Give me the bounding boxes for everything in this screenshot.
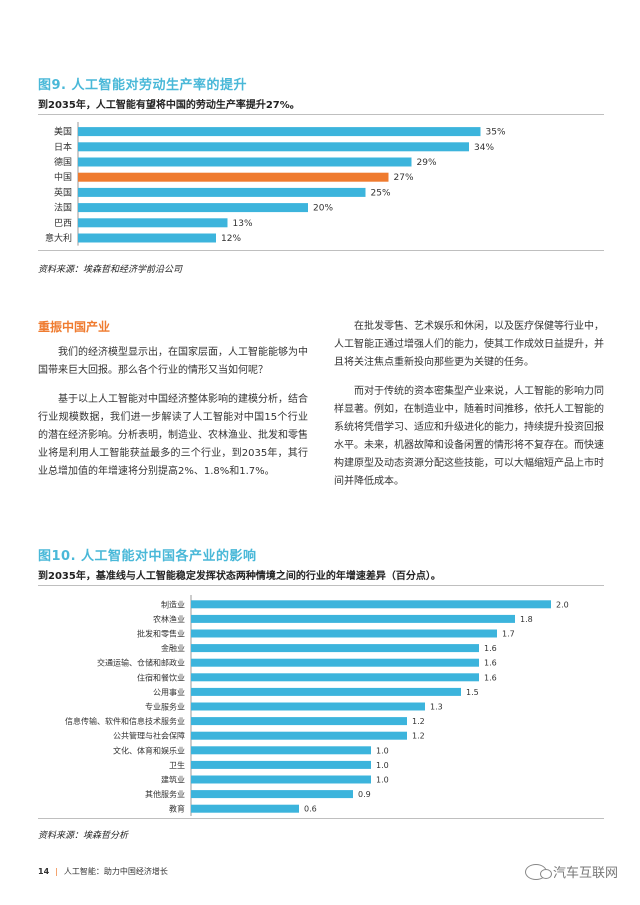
value-label: 27% bbox=[394, 173, 414, 183]
bar bbox=[78, 157, 412, 167]
bar bbox=[78, 187, 366, 197]
page-footer: 14 | 人工智能：助力中国经济增长 bbox=[38, 866, 168, 877]
category-label: 批发和零售业 bbox=[137, 629, 185, 639]
value-label: 1.2 bbox=[412, 732, 425, 741]
bar bbox=[78, 203, 308, 213]
figure10-source: 资料来源：埃森哲分析 bbox=[38, 831, 129, 841]
paragraph: 而对于传统的资本密集型产业来说，人工智能的影响力同样显著。例如，在制造业中，随着… bbox=[334, 386, 604, 487]
value-label: 35% bbox=[486, 128, 506, 138]
bar bbox=[191, 746, 371, 755]
value-label: 1.6 bbox=[484, 659, 497, 668]
category-label: 其他服务业 bbox=[145, 789, 185, 799]
category-label: 制造业 bbox=[161, 599, 185, 609]
category-label: 住宿和餐饮业 bbox=[137, 672, 185, 682]
value-label: 2.0 bbox=[556, 600, 569, 609]
category-label: 英国 bbox=[54, 186, 72, 198]
value-label: 0.9 bbox=[358, 790, 371, 799]
value-label: 1.5 bbox=[466, 688, 479, 697]
figure9-bar-chart: 美国 35% 日本 34% 德国 29% 中国 27% 英国 25% 法国 20% 巴西 13% 意大利 12… bbox=[45, 122, 506, 246]
category-label: 交通运输、仓储和邮政业 bbox=[97, 658, 185, 668]
value-label: 12% bbox=[221, 234, 241, 244]
category-label: 中国 bbox=[54, 171, 72, 183]
category-label: 公共管理与社会保障 bbox=[113, 731, 185, 741]
bar bbox=[191, 760, 371, 769]
bar bbox=[191, 600, 551, 609]
bar bbox=[78, 142, 469, 152]
category-label: 教育 bbox=[169, 804, 185, 814]
value-label: 1.2 bbox=[412, 717, 425, 726]
footer-text: 人工智能：助力中国经济增长 bbox=[63, 867, 168, 876]
bar bbox=[191, 775, 371, 784]
value-label: 1.7 bbox=[502, 630, 515, 639]
bar bbox=[191, 717, 407, 726]
value-label: 20% bbox=[313, 204, 333, 214]
footer-separator: | bbox=[55, 867, 58, 876]
value-label: 1.0 bbox=[376, 746, 389, 755]
figure10-title: 图10. 人工智能对中国各产业的影响 bbox=[38, 549, 257, 564]
bar bbox=[191, 644, 479, 653]
figure10-bar-chart: 制造业 2.0 农林渔业 1.8 批发和零售业 1.7 金融业 1.6 交通运输、仓储和邮政业 1… bbox=[65, 595, 569, 816]
watermark: 汽车互联网 bbox=[524, 862, 618, 881]
bar bbox=[78, 218, 228, 228]
value-label: 1.0 bbox=[376, 776, 389, 785]
value-label: 25% bbox=[371, 188, 391, 198]
bar bbox=[191, 687, 461, 696]
value-label: 1.6 bbox=[484, 644, 497, 653]
bar bbox=[78, 127, 481, 137]
category-label: 德国 bbox=[54, 156, 72, 168]
right-column: 在批发零售、艺术娱乐和休闲，以及医疗保健等行业中，人工智能正通过增强人们的能力，… bbox=[334, 318, 604, 502]
figure9-title: 图9. 人工智能对劳动生产率的提升 bbox=[38, 78, 248, 93]
figure9-subtitle: 到2035年，人工智能有望将中国的劳动生产率提升27%。 bbox=[38, 100, 300, 111]
bar bbox=[78, 233, 216, 243]
value-label: 1.8 bbox=[520, 615, 533, 624]
bar bbox=[191, 804, 299, 813]
left-column: 我们的经济模型显示出，在国家层面，人工智能能够为中国带来巨大回报。那么各个行业的… bbox=[38, 344, 308, 492]
paragraph: 在批发零售、艺术娱乐和休闲，以及医疗保健等行业中，人工智能正通过增强人们的能力，… bbox=[334, 321, 604, 368]
figure9-top-rule bbox=[38, 114, 604, 115]
figure10-bottom-rule bbox=[38, 818, 604, 819]
bar bbox=[78, 172, 389, 182]
category-label: 巴西 bbox=[54, 218, 72, 229]
section-title: 重振中国产业 bbox=[38, 320, 111, 334]
paragraph: 基于以上人工智能对中国经济整体影响的建模分析，结合行业规模数据，我们进一步解读了… bbox=[38, 394, 308, 477]
category-label: 农林渔业 bbox=[153, 614, 185, 624]
value-label: 1.3 bbox=[430, 703, 443, 712]
figure9-source: 资料来源：埃森哲和经济学前沿公司 bbox=[38, 265, 183, 275]
category-label: 文化、体育和娱乐业 bbox=[113, 745, 185, 755]
bar bbox=[191, 658, 479, 667]
category-label: 美国 bbox=[54, 126, 72, 138]
value-label: 29% bbox=[417, 158, 437, 168]
bar bbox=[191, 702, 425, 711]
page-number: 14 bbox=[38, 867, 50, 876]
value-label: 34% bbox=[474, 143, 494, 153]
category-label: 法国 bbox=[54, 202, 72, 214]
figure10-top-rule bbox=[38, 585, 604, 586]
paragraph: 我们的经济模型显示出，在国家层面，人工智能能够为中国带来巨大回报。那么各个行业的… bbox=[38, 347, 308, 376]
bar bbox=[191, 673, 479, 682]
figure10-subtitle: 到2035年，基准线与人工智能稳定发挥状态两种情境之间的行业的年增速差异（百分点… bbox=[38, 571, 441, 582]
category-label: 卫生 bbox=[169, 760, 185, 770]
category-label: 金融业 bbox=[161, 643, 185, 653]
bar bbox=[191, 731, 407, 740]
wechat-icon bbox=[524, 863, 552, 880]
category-label: 公用事业 bbox=[153, 687, 185, 697]
value-label: 13% bbox=[233, 219, 253, 229]
bar bbox=[191, 790, 353, 799]
value-label: 1.0 bbox=[376, 761, 389, 770]
value-label: 1.6 bbox=[484, 673, 497, 682]
category-label: 信息传输、软件和信息技术服务业 bbox=[65, 716, 185, 726]
category-label: 意大利 bbox=[45, 232, 72, 244]
bar bbox=[191, 614, 515, 623]
watermark-text: 汽车互联网 bbox=[552, 866, 618, 881]
figure9-bottom-rule bbox=[38, 250, 604, 251]
category-label: 日本 bbox=[54, 141, 72, 153]
category-label: 建筑业 bbox=[161, 775, 185, 785]
bar bbox=[191, 629, 497, 638]
category-label: 专业服务业 bbox=[145, 702, 185, 712]
value-label: 0.6 bbox=[304, 805, 317, 814]
